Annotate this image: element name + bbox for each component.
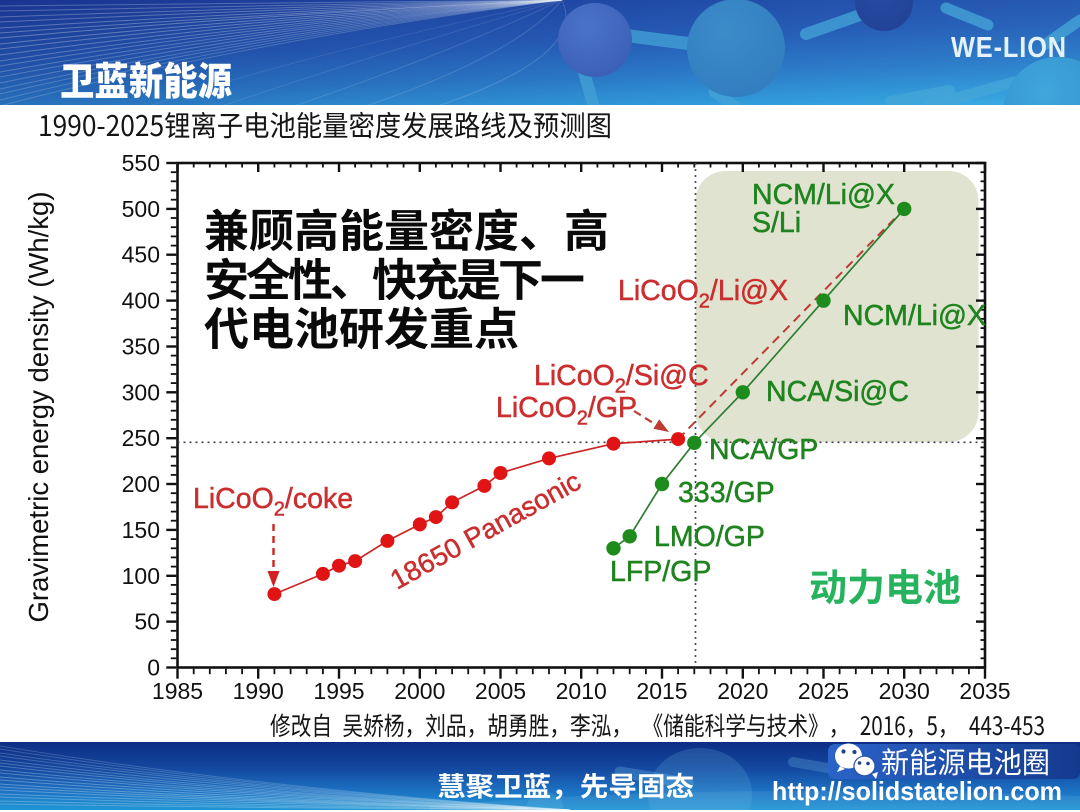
svg-text:500: 500 [122, 196, 160, 222]
svg-text:400: 400 [122, 288, 160, 314]
svg-text:1995: 1995 [313, 678, 364, 704]
svg-text:0: 0 [147, 655, 160, 681]
svg-text:2020: 2020 [717, 678, 768, 704]
svg-text:200: 200 [122, 471, 160, 497]
svg-text:2010: 2010 [556, 678, 607, 704]
svg-text:100: 100 [122, 563, 160, 589]
svg-text:WE-LION: WE-LION [951, 32, 1067, 64]
svg-text:LiCoO2/coke: LiCoO2/coke [193, 483, 353, 521]
svg-text:2000: 2000 [394, 678, 445, 704]
svg-text:NCA/Si@C: NCA/Si@C [766, 376, 909, 408]
svg-text:LFP/GP: LFP/GP [610, 556, 711, 588]
svg-text:350: 350 [122, 334, 160, 360]
svg-text:http://solidstatelion.com: http://solidstatelion.com [772, 776, 1062, 806]
svg-text:250: 250 [122, 425, 160, 451]
svg-text:LiCoO2/Si@C: LiCoO2/Si@C [534, 360, 709, 398]
svg-text:2030: 2030 [879, 678, 930, 704]
svg-text:333/GP: 333/GP [678, 477, 775, 509]
svg-text:150: 150 [122, 517, 160, 543]
svg-text:450: 450 [122, 242, 160, 268]
svg-text:2035: 2035 [959, 678, 1010, 704]
svg-text:2025: 2025 [798, 678, 849, 704]
svg-text:Gravimetric energy density (Wh: Gravimetric energy density (Wh/kg) [23, 192, 54, 623]
svg-text:1985: 1985 [152, 678, 203, 704]
svg-text:LiCoO2/Li@X: LiCoO2/Li@X [618, 275, 788, 313]
svg-text:S/Li: S/Li [752, 207, 801, 239]
svg-text:50: 50 [134, 609, 160, 635]
svg-text:LMO/GP: LMO/GP [654, 521, 765, 553]
svg-text:NCM/Li@X: NCM/Li@X [752, 179, 895, 211]
svg-text:550: 550 [122, 150, 160, 176]
svg-text:NCA/GP: NCA/GP [709, 434, 818, 466]
svg-text:2015: 2015 [636, 678, 687, 704]
svg-text:2005: 2005 [475, 678, 526, 704]
svg-text:NCM/Li@X: NCM/Li@X [843, 300, 986, 332]
svg-text:LiCoO2/GP: LiCoO2/GP [496, 392, 637, 430]
svg-text:300: 300 [122, 379, 160, 405]
svg-text:1990: 1990 [233, 678, 284, 704]
